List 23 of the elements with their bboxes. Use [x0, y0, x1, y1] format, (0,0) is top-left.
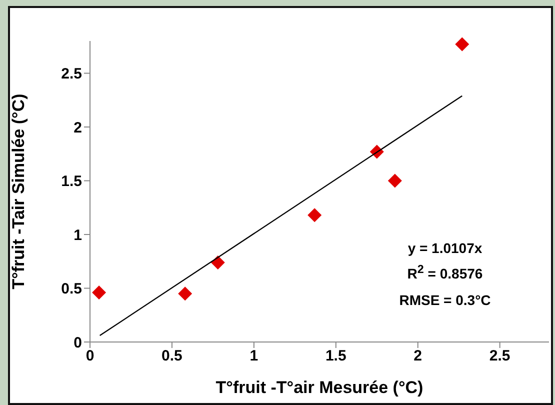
x-tick-label: 0.5 — [162, 348, 182, 365]
x-tick-label: 2.5 — [489, 348, 510, 365]
point — [210, 255, 225, 270]
x-axis-title: T°fruit -T°air Mesurée (°C) — [216, 378, 424, 397]
y-tick-label: 2.5 — [61, 66, 82, 83]
point — [388, 174, 402, 188]
x-tick-label: 1.5 — [325, 348, 346, 365]
annotation: R$^{2}$ = 0.8576 — [406, 263, 484, 282]
x-tick-label: 0 — [86, 348, 94, 365]
y-tick-label: 2 — [74, 119, 82, 136]
point — [308, 208, 322, 222]
y-axis-title: T°fruit -Tair Simulée (°C) — [9, 94, 28, 290]
y-tick-label: 0.5 — [61, 280, 82, 298]
annotation: y = 1.0107x — [406, 240, 484, 256]
y-tick-label: 0 — [74, 334, 82, 352]
y-tick-label: 1.5 — [61, 173, 82, 190]
point — [455, 37, 470, 52]
x-tick-label: 1 — [250, 348, 258, 365]
point — [92, 286, 106, 300]
annotation: RMSE = 0.3°C — [398, 292, 492, 308]
y-tick-label: 1 — [74, 226, 82, 244]
point — [178, 286, 192, 301]
x-tick-label: 2 — [414, 348, 422, 365]
